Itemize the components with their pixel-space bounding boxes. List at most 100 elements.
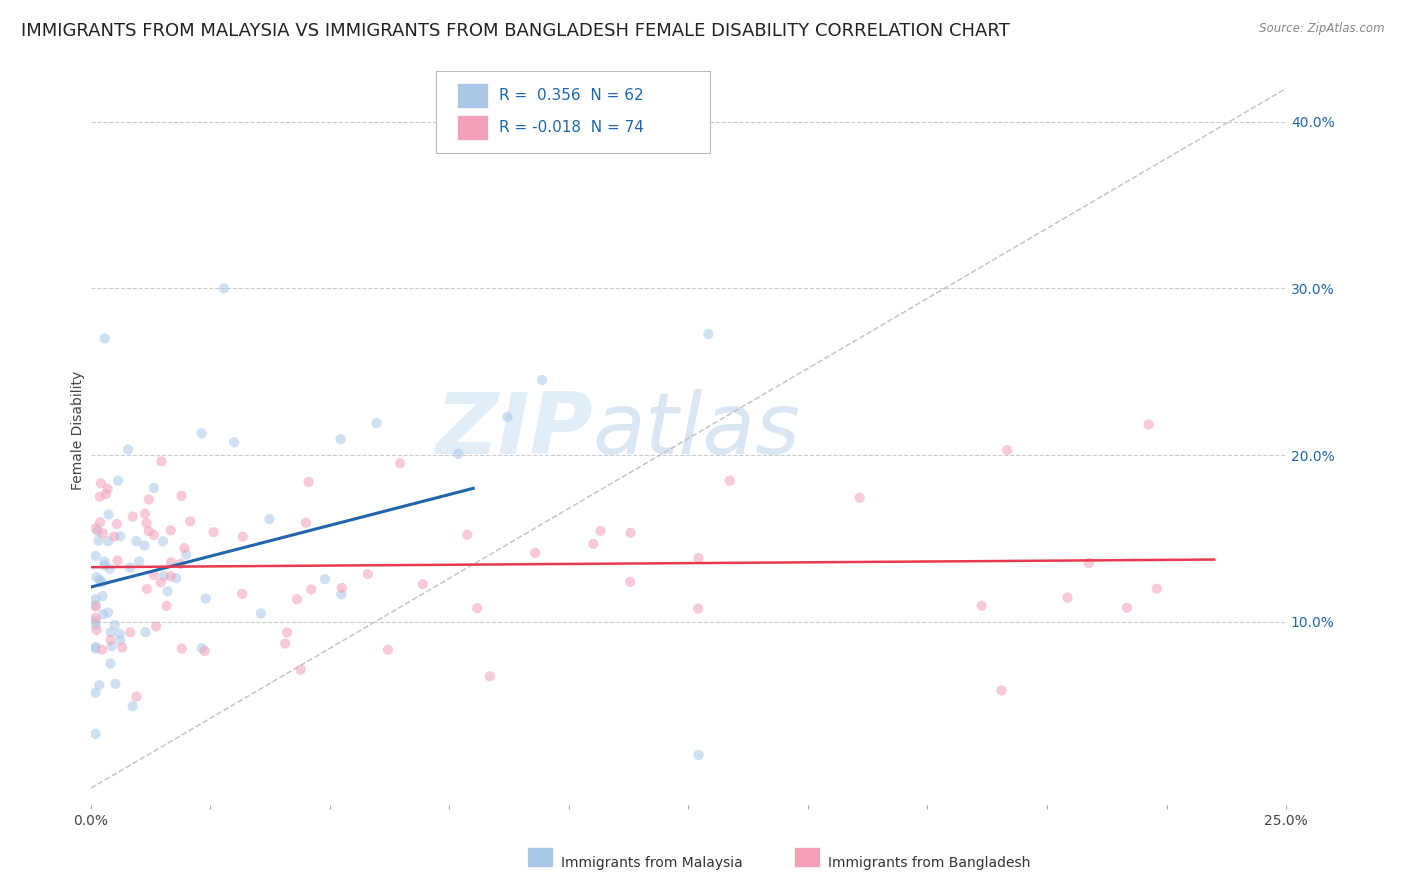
Point xyxy=(582,537,605,551)
Point xyxy=(138,492,160,507)
Point xyxy=(478,669,501,683)
Point xyxy=(231,587,253,601)
Text: atlas: atlas xyxy=(593,389,801,472)
Point xyxy=(134,539,156,553)
Point xyxy=(619,574,641,589)
Point xyxy=(87,524,110,538)
Point xyxy=(329,432,352,446)
Point xyxy=(125,690,148,704)
Point xyxy=(84,617,107,632)
Point xyxy=(84,641,107,656)
Point xyxy=(179,514,201,528)
Point xyxy=(93,554,115,568)
Point xyxy=(299,582,322,597)
Point xyxy=(89,573,111,587)
Point xyxy=(314,572,336,586)
Point xyxy=(212,281,235,295)
Point xyxy=(232,530,254,544)
Point xyxy=(160,555,183,569)
Point xyxy=(111,640,134,655)
Point xyxy=(97,606,120,620)
Point xyxy=(285,592,308,607)
Point xyxy=(90,575,112,590)
Point xyxy=(531,373,554,387)
Point xyxy=(259,512,281,526)
Point xyxy=(170,641,193,656)
Point xyxy=(194,644,217,658)
Point xyxy=(110,633,132,648)
Point xyxy=(190,641,212,656)
Point xyxy=(100,632,122,647)
Point xyxy=(170,489,193,503)
Point xyxy=(84,521,107,535)
Point xyxy=(84,598,107,612)
Text: Source: ZipAtlas.com: Source: ZipAtlas.com xyxy=(1260,22,1385,36)
Point xyxy=(274,636,297,650)
Text: R =  0.356  N = 62: R = 0.356 N = 62 xyxy=(499,88,644,103)
Point xyxy=(97,534,120,549)
Point xyxy=(142,528,165,542)
Point xyxy=(142,481,165,495)
Point xyxy=(153,569,176,583)
Point xyxy=(103,530,125,544)
Point xyxy=(152,534,174,549)
Point xyxy=(94,331,117,345)
Point xyxy=(110,529,132,543)
Point xyxy=(93,558,115,573)
Point xyxy=(290,663,312,677)
Point xyxy=(120,560,142,574)
Point xyxy=(100,657,122,671)
Point xyxy=(330,587,353,601)
Point xyxy=(150,454,173,468)
Point xyxy=(107,553,129,567)
Point xyxy=(84,727,107,741)
Point xyxy=(86,570,108,584)
Point xyxy=(718,474,741,488)
Point xyxy=(104,618,127,632)
Point xyxy=(250,607,273,621)
Point xyxy=(108,627,131,641)
Point xyxy=(688,747,710,762)
Point xyxy=(97,482,120,496)
Point xyxy=(686,601,709,615)
Point xyxy=(1056,591,1078,605)
Point xyxy=(97,508,120,522)
Point xyxy=(1146,582,1168,596)
Point xyxy=(697,326,720,341)
Point xyxy=(298,475,321,489)
Text: Immigrants from Malaysia: Immigrants from Malaysia xyxy=(561,855,742,870)
Point xyxy=(456,527,478,541)
Point xyxy=(91,642,114,657)
Text: R = -0.018  N = 74: R = -0.018 N = 74 xyxy=(499,120,644,135)
Point xyxy=(970,599,993,613)
Point xyxy=(117,442,139,457)
Point xyxy=(156,584,179,599)
Point xyxy=(412,577,434,591)
Point xyxy=(91,589,114,603)
Point xyxy=(524,546,547,560)
Point xyxy=(94,487,117,501)
Point xyxy=(1077,556,1099,570)
Point xyxy=(465,601,488,615)
Point xyxy=(100,625,122,640)
Point xyxy=(619,525,641,540)
Point xyxy=(84,592,107,607)
Point xyxy=(90,476,112,491)
Point xyxy=(447,447,470,461)
Point xyxy=(105,516,128,531)
Point xyxy=(202,525,225,540)
Point xyxy=(86,623,108,637)
Point xyxy=(138,524,160,538)
Point xyxy=(995,443,1018,458)
Text: Immigrants from Bangladesh: Immigrants from Bangladesh xyxy=(828,855,1031,870)
Point xyxy=(496,410,519,425)
Point xyxy=(142,568,165,582)
Point xyxy=(377,642,399,657)
Point xyxy=(89,490,111,504)
Point xyxy=(120,625,142,640)
Point xyxy=(104,677,127,691)
Point xyxy=(128,554,150,568)
Point xyxy=(990,683,1012,698)
Point xyxy=(87,533,110,548)
Point xyxy=(107,474,129,488)
